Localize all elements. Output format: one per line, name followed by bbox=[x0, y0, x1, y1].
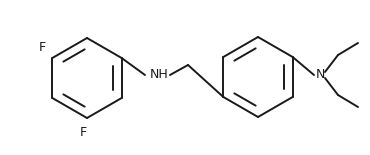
Text: N: N bbox=[315, 69, 325, 82]
Text: F: F bbox=[80, 126, 87, 139]
Text: NH: NH bbox=[150, 69, 169, 82]
Text: F: F bbox=[39, 41, 46, 54]
